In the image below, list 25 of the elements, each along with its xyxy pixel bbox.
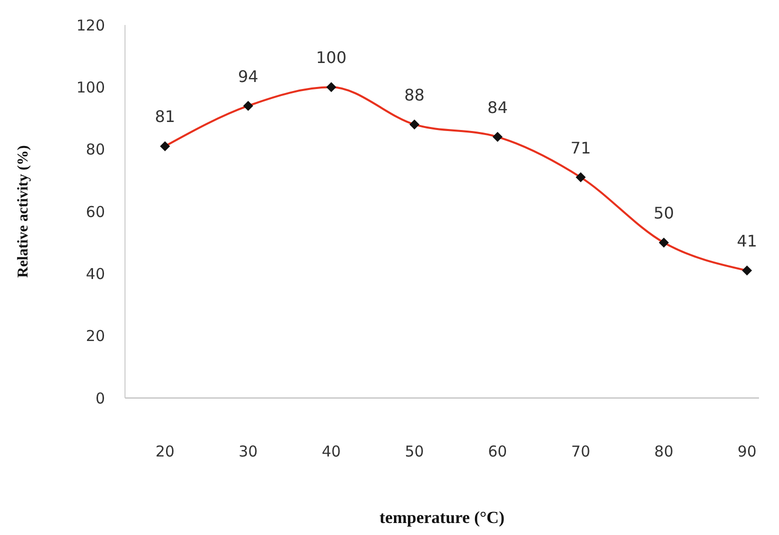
y-tick-label: 120 [76,16,105,34]
x-tick-label: 20 [155,442,175,461]
x-tick-label: 30 [238,442,258,461]
y-tick-label: 80 [86,140,105,159]
x-tick-label: 50 [404,442,424,461]
data-label: 41 [736,232,758,251]
x-tick-label: 70 [571,442,590,461]
x-tick-label: 60 [488,442,508,461]
y-tick-label: 20 [86,327,105,346]
data-label: 94 [238,66,258,86]
y-tick-label: 100 [76,78,105,96]
data-label: 84 [487,98,508,117]
x-axis-title: temperature (°C) [380,508,504,527]
y-axis-title: Relative activity (%) [15,145,32,278]
data-label: 81 [154,107,176,126]
data-label: 100 [316,48,347,68]
x-tick-label: 40 [322,442,341,461]
data-label: 88 [404,85,425,104]
y-tick-label: 60 [86,202,105,221]
data-label: 50 [654,204,674,223]
y-tick-label: 40 [86,264,105,283]
data-label: 71 [570,138,591,158]
x-tick-label: 80 [654,442,674,461]
y-tick-label: 0 [95,389,105,408]
x-tick-label: 90 [737,442,757,461]
